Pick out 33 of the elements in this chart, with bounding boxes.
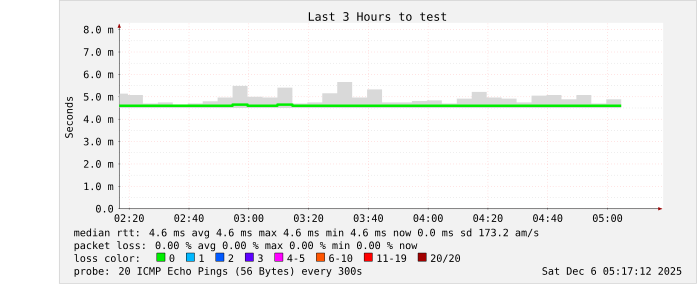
x-tick-label: 03:40 <box>354 214 383 222</box>
x-tick-label: 03:00 <box>234 214 264 222</box>
y-tick-label: 8.0 m <box>84 26 114 34</box>
legend-label: 1 <box>200 254 204 262</box>
chart-title: Last 3 Hours to test <box>308 12 446 21</box>
y-axis-title: Seconds <box>64 96 73 138</box>
x-tick-label: 04:20 <box>473 214 503 222</box>
legend-label: 11-19 <box>378 254 406 262</box>
x-tick-label: 05:00 <box>592 214 622 222</box>
y-tick-label: 4.0 m <box>84 115 114 124</box>
x-tick-label: 02:40 <box>174 214 204 222</box>
legend-label: 0 <box>170 254 174 262</box>
legend-label: 4-5 <box>287 254 304 262</box>
text: median rtt: 4.6 ms avg 4.6 ms max 4.6 ms min 4.6 ms now 0.0 ms sd 173.2 am/s <box>74 228 538 238</box>
x-tick-label: 03:20 <box>294 214 324 222</box>
legend-label: 2 <box>228 254 234 262</box>
x-tick-label: 04:00 <box>414 214 443 222</box>
y-tick-label: 5.0 m <box>84 93 114 101</box>
legend-title: loss color: <box>74 254 138 262</box>
x-tick-label: 02:20 <box>114 214 144 222</box>
legend-label: 6-10 <box>329 254 352 262</box>
y-tick-label: 2.0 m <box>84 160 114 168</box>
legend-label: 3 <box>258 254 263 262</box>
y-tick-label: 6.0 m <box>84 70 114 78</box>
text: Sat Dec 6 05:17:12 2025 <box>542 267 682 275</box>
y-tick-label: 7.0 m <box>84 48 114 56</box>
y-tick-label: 3.0 m <box>84 138 114 146</box>
x-tick-label: 04:40 <box>533 214 562 222</box>
y-tick-label: 1.0 m <box>84 182 114 190</box>
y-tick-label: 0.0 <box>96 205 114 213</box>
text: probe: 20 ICMP Echo Pings (56 Bytes) every 300s <box>74 267 362 277</box>
text: packet loss: 0.00 % avg 0.00 % max 0.00 % min 0.00 % now <box>74 241 418 252</box>
legend-label: 20/20 <box>430 254 460 263</box>
